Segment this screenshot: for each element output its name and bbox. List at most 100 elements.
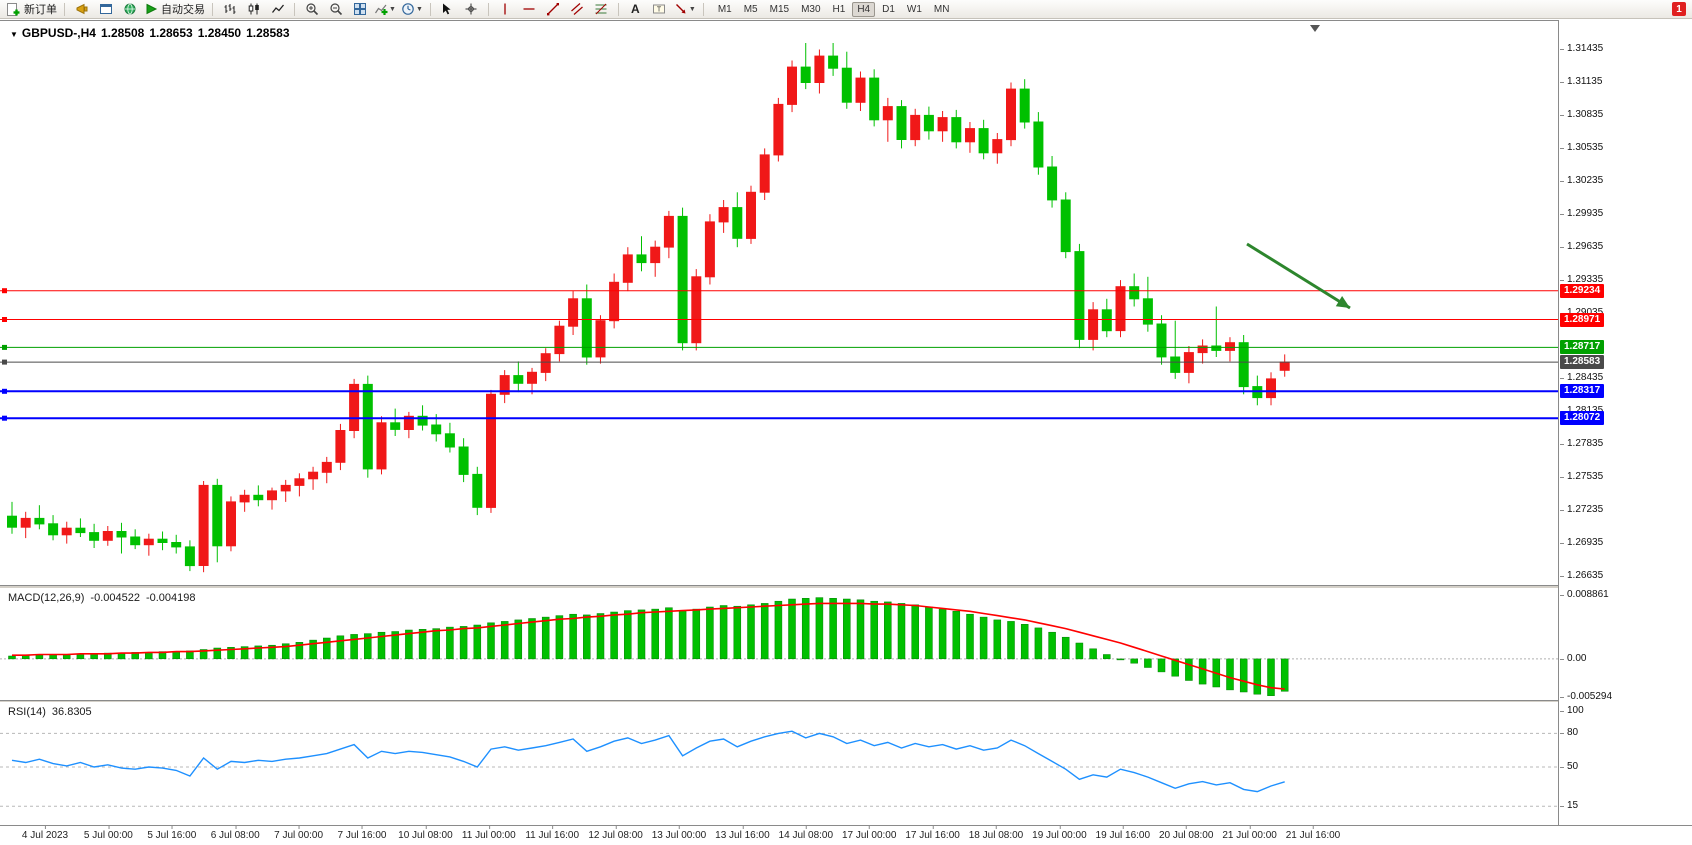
panel-splitter[interactable] (0, 700, 1692, 703)
rsi-scale-label: 15 (1559, 800, 1579, 812)
tile-windows-button[interactable] (348, 1, 371, 18)
price-level-badge: 1.28317 (1560, 384, 1605, 399)
notification-badge[interactable]: 1 (1672, 2, 1686, 16)
timeframe-button-m5[interactable]: M5 (743, 3, 758, 15)
vertical-line-icon (504, 3, 507, 15)
rsi-value: 36.8305 (51, 706, 92, 718)
time-axis-label: 12 Jul 08:00 (588, 826, 643, 841)
timeframe-button-h1[interactable]: H1 (832, 3, 846, 15)
text-label-button[interactable]: T (648, 1, 671, 18)
cursor-button[interactable] (436, 1, 459, 18)
timeframe-button-m15[interactable]: M15 (769, 3, 790, 15)
time-axis[interactable]: 4 Jul 2023 5 Jul 00:00 5 Jul 16:00 6 Jul 08… (0, 825, 1692, 845)
time-axis-label: 13 Jul 00:00 (651, 826, 707, 841)
chart-title: ▼ GBPUSD-,H4 1.28508 1.28653 1.28450 1.28583 (10, 26, 295, 40)
fibonacci-button[interactable] (590, 1, 613, 18)
price-level-badge: 1.28072 (1560, 411, 1605, 426)
price-scale[interactable]: 1.31435 1.31135 1.30835 1.30535 1.30235 1.299… (1558, 20, 1692, 845)
zoom-in-icon (305, 3, 318, 16)
open-value: 1.28508 (100, 26, 145, 40)
window-button[interactable] (94, 1, 117, 18)
macd-scale-label: 0.008861 (1560, 589, 1609, 600)
toolbar-separator (617, 2, 619, 16)
price-level-badge: 1.29234 (1560, 283, 1605, 298)
chart-menu-triangle-icon[interactable]: ▼ (10, 30, 18, 39)
panel-splitter[interactable] (0, 585, 1692, 589)
trendline-icon (547, 3, 560, 16)
time-axis-label: 10 Jul 08:00 (398, 826, 453, 841)
time-axis-label: 13 Jul 16:00 (715, 826, 770, 841)
horn-button[interactable] (70, 1, 93, 18)
zoom-out-button[interactable] (324, 1, 347, 18)
time-axis-label: 4 Jul 2023 (21, 826, 69, 841)
price-scale-label: 1.29635 (1559, 240, 1604, 252)
globe-button[interactable] (118, 1, 141, 18)
horizontal-line-button[interactable] (518, 1, 541, 18)
timeframe-button-w1[interactable]: W1 (906, 3, 922, 15)
line-chart-button[interactable] (266, 1, 289, 18)
macd-scale-label: -0.005294 (1559, 691, 1613, 702)
periods-button[interactable]: ▼ (399, 1, 425, 18)
time-axis-label: 17 Jul 16:00 (905, 826, 960, 841)
toolbar-separator (64, 2, 65, 16)
time-axis-label: 19 Jul 00:00 (1032, 826, 1087, 841)
toolbar-separator (487, 2, 489, 16)
timeframe-toolbar: M1 M5 M15 M30 H1 H4 D1 W1 MN (713, 1, 955, 17)
price-scale-label: 1.29335 (1559, 273, 1604, 285)
price-scale-label: 1.26935 (1559, 537, 1604, 549)
rsi-panel-canvas[interactable] (0, 703, 1558, 825)
price-level-badge: 1.28717 (1560, 340, 1605, 355)
channel-button[interactable] (566, 1, 589, 18)
arrows-button[interactable]: ▼ (672, 1, 698, 18)
macd-panel-canvas[interactable] (0, 589, 1558, 701)
chevron-down-icon: ▼ (389, 5, 396, 13)
crosshair-button[interactable] (460, 1, 483, 18)
new-order-label: 新订单 (24, 4, 57, 16)
macd-signal-value: -0.004198 (145, 592, 196, 604)
time-axis-label: 5 Jul 16:00 (147, 826, 197, 841)
high-value: 1.28653 (149, 26, 193, 40)
price-scale-label: 1.30835 (1559, 108, 1604, 120)
timeframe-button-m30[interactable]: M30 (801, 3, 821, 15)
chevron-down-icon: ▼ (415, 5, 423, 13)
candlestick-button[interactable] (242, 1, 265, 18)
text-label-icon: T (653, 4, 666, 14)
price-scale-label: 1.28435 (1559, 372, 1604, 384)
indicators-icon (375, 4, 388, 15)
text-button[interactable]: A (631, 2, 640, 16)
new-order-icon (7, 2, 20, 16)
macd-scale-label: 0.00 (1559, 652, 1587, 664)
chart-shift-marker[interactable] (1310, 25, 1320, 32)
close-value: 1.28583 (246, 26, 290, 40)
autotrading-label: 自动交易 (161, 4, 205, 16)
main-chart-canvas[interactable] (0, 20, 1558, 587)
price-scale-label: 1.29935 (1559, 207, 1604, 219)
time-axis-label: 21 Jul 16:00 (1285, 826, 1341, 841)
macd-name: MACD(12,26,9) (8, 592, 85, 604)
timeframe-button-mn[interactable]: MN (933, 3, 950, 15)
timeframe-button-m1[interactable]: M1 (717, 3, 732, 15)
time-axis-label: 7 Jul 16:00 (337, 826, 387, 841)
time-axis-label: 11 Jul 00:00 (461, 826, 516, 841)
arrow-shapes-icon (675, 4, 686, 14)
autotrading-button[interactable]: 自动交易 (142, 1, 207, 18)
price-scale-label: 1.27235 (1559, 504, 1604, 516)
vertical-line-button[interactable] (494, 1, 517, 18)
new-order-button[interactable]: 新订单 (4, 1, 59, 18)
clock-icon (402, 3, 414, 15)
timeframe-button-d1[interactable]: D1 (882, 3, 895, 15)
indicators-button[interactable]: ▼ (372, 1, 398, 18)
price-scale-label: 1.27535 (1559, 471, 1604, 483)
toolbar-separator (702, 2, 704, 16)
timeframe-button-h4[interactable]: H4 (852, 1, 876, 17)
macd-main-value: -0.004522 (90, 592, 140, 604)
rsi-scale-label: 100 (1560, 705, 1584, 716)
bar-chart-button[interactable] (218, 1, 241, 18)
trendline-button[interactable] (542, 1, 565, 18)
low-value: 1.28450 (197, 26, 242, 40)
symbol-period-label: GBPUSD-,H4 (21, 26, 96, 40)
globe-icon (124, 3, 135, 15)
price-level-badge: 1.28583 (1560, 355, 1605, 370)
zoom-in-button[interactable] (300, 1, 323, 18)
